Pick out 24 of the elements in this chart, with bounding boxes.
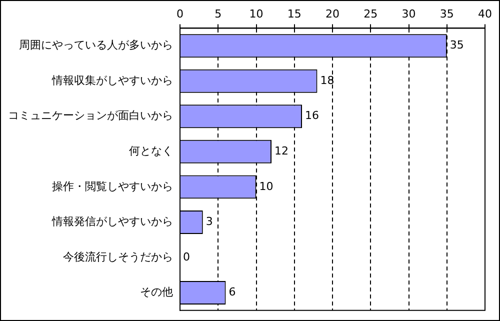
data-label: 6 bbox=[228, 286, 236, 299]
y-tick-label: 操作・閲覧しやすいから bbox=[52, 180, 173, 193]
data-label: 0 bbox=[183, 250, 190, 264]
x-tick-label: 25 bbox=[364, 7, 378, 20]
y-tick-label: 周囲にやっている人が多いから bbox=[19, 38, 173, 52]
y-tick-label: 情報発信がしやすいから bbox=[51, 215, 173, 228]
y-tick-label: 情報収集がしやすいから bbox=[51, 74, 173, 87]
x-tick-label: 10 bbox=[249, 7, 264, 20]
data-label: 16 bbox=[305, 109, 319, 122]
y-tick-label: コミュニケーションが面白いから bbox=[8, 109, 173, 122]
x-tick-label: 15 bbox=[287, 7, 302, 20]
y-tick-label: 今後流行しそうだから bbox=[63, 250, 173, 264]
x-tick-label: 5 bbox=[214, 7, 222, 20]
x-tick-label: 35 bbox=[440, 7, 454, 20]
data-label: 35 bbox=[450, 38, 464, 52]
y-tick-label: 何となく bbox=[129, 144, 173, 158]
x-tick-label: 30 bbox=[402, 7, 416, 20]
data-label: 10 bbox=[259, 180, 274, 193]
y-tick-label: その他 bbox=[140, 286, 173, 299]
x-tick-label: 0 bbox=[176, 7, 184, 20]
x-tick-label: 20 bbox=[326, 7, 340, 20]
data-label: 3 bbox=[206, 215, 213, 228]
data-label: 12 bbox=[274, 144, 288, 158]
x-tick-label: 40 bbox=[478, 7, 492, 20]
